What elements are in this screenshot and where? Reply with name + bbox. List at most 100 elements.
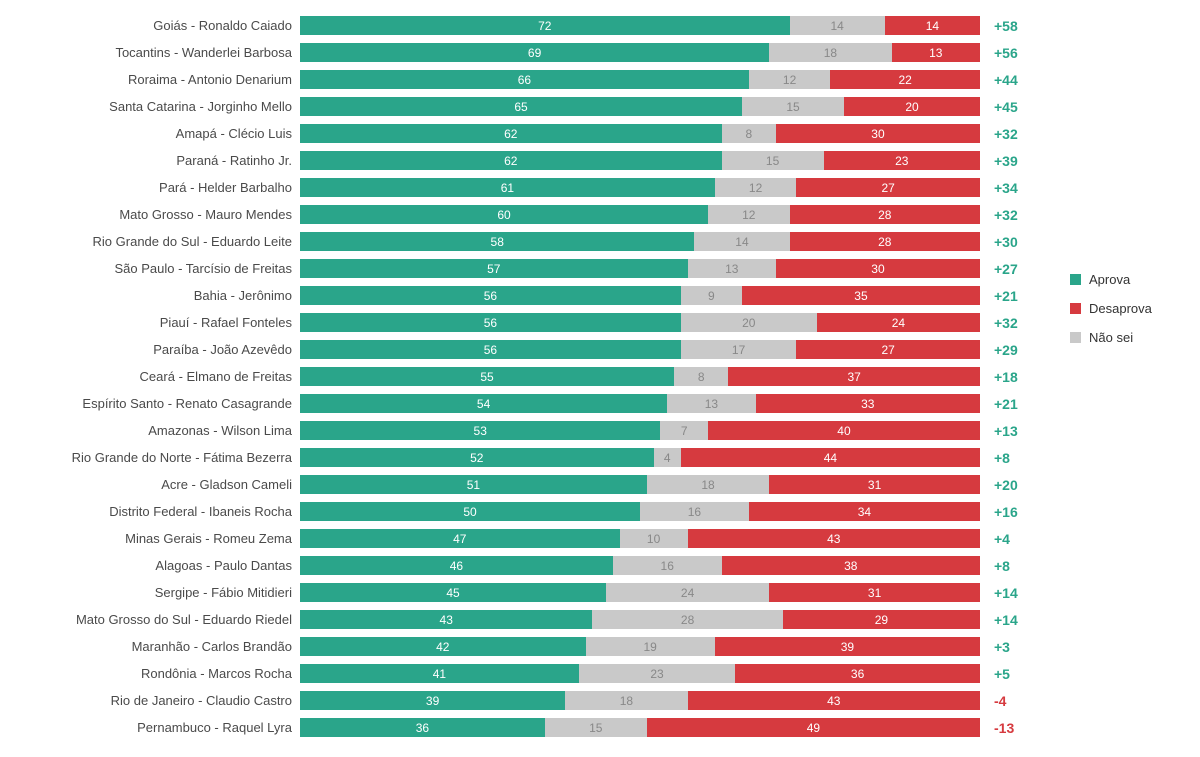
row-diff: +18 (980, 369, 1040, 385)
chart-row: Amapá - Clécio Luis62830+32 (20, 120, 1040, 147)
bar-track: 391843 (300, 691, 980, 710)
bar-segment-desaprova: 27 (796, 340, 980, 359)
row-label: Amapá - Clécio Luis (20, 126, 300, 141)
bar-segment-desaprova: 13 (892, 43, 980, 62)
row-label: Piauí - Rafael Fonteles (20, 315, 300, 330)
bar-segment-desaprova: 33 (756, 394, 980, 413)
bar-segment-aprova: 65 (300, 97, 742, 116)
bar-track: 621523 (300, 151, 980, 170)
row-diff: +13 (980, 423, 1040, 439)
row-diff: +21 (980, 288, 1040, 304)
bar-track: 651520 (300, 97, 980, 116)
row-label: Pará - Helder Barbalho (20, 180, 300, 195)
bar-segment-aprova: 41 (300, 664, 579, 683)
bar-segment-desaprova: 38 (722, 556, 980, 575)
row-diff: +8 (980, 558, 1040, 574)
bar-segment-aprova: 56 (300, 286, 681, 305)
bar-segment-aprova: 55 (300, 367, 674, 386)
row-diff: +3 (980, 639, 1040, 655)
bar-segment-naosei: 13 (688, 259, 776, 278)
bar-segment-naosei: 14 (790, 16, 885, 35)
bar-segment-desaprova: 31 (769, 475, 980, 494)
bar-segment-aprova: 56 (300, 313, 681, 332)
bar-segment-naosei: 19 (586, 637, 715, 656)
bar-track: 361549 (300, 718, 980, 737)
chart-row: Paraíba - João Azevêdo561727+29 (20, 336, 1040, 363)
bar-segment-aprova: 36 (300, 718, 545, 737)
bar-track: 53740 (300, 421, 980, 440)
bar-segment-naosei: 7 (660, 421, 708, 440)
row-diff: +32 (980, 207, 1040, 223)
bar-segment-aprova: 50 (300, 502, 640, 521)
bar-segment-aprova: 53 (300, 421, 660, 440)
chart-row: Pernambuco - Raquel Lyra361549-13 (20, 714, 1040, 741)
bar-segment-desaprova: 28 (790, 232, 980, 251)
row-diff: +14 (980, 585, 1040, 601)
bar-segment-naosei: 28 (592, 610, 782, 629)
chart-row: Acre - Gladson Cameli511831+20 (20, 471, 1040, 498)
chart-rows-container: Goiás - Ronaldo Caiado721414+58Tocantins… (20, 12, 1040, 741)
row-label: Santa Catarina - Jorginho Mello (20, 99, 300, 114)
bar-segment-naosei: 24 (606, 583, 769, 602)
row-diff: +5 (980, 666, 1040, 682)
bar-segment-desaprova: 35 (742, 286, 980, 305)
bar-track: 581428 (300, 232, 980, 251)
chart-row: Mato Grosso - Mauro Mendes601228+32 (20, 201, 1040, 228)
row-label: Rio Grande do Norte - Fátima Bezerra (20, 450, 300, 465)
chart-row: Ceará - Elmano de Freitas55837+18 (20, 363, 1040, 390)
bar-segment-desaprova: 28 (790, 205, 980, 224)
legend-label: Aprova (1089, 272, 1130, 287)
bar-segment-desaprova: 39 (715, 637, 980, 656)
bar-track: 611227 (300, 178, 980, 197)
chart-row: Paraná - Ratinho Jr.621523+39 (20, 147, 1040, 174)
chart-row: Rio de Janeiro - Claudio Castro391843-4 (20, 687, 1040, 714)
bar-segment-naosei: 12 (749, 70, 831, 89)
chart-row: Espírito Santo - Renato Casagrande541333… (20, 390, 1040, 417)
bar-track: 561727 (300, 340, 980, 359)
bar-track: 571330 (300, 259, 980, 278)
row-diff: +39 (980, 153, 1040, 169)
row-label: São Paulo - Tarcísio de Freitas (20, 261, 300, 276)
row-diff: +45 (980, 99, 1040, 115)
bar-segment-naosei: 10 (620, 529, 688, 548)
row-label: Tocantins - Wanderlei Barbosa (20, 45, 300, 60)
legend-item-naosei: Não sei (1070, 330, 1180, 345)
chart-row: Goiás - Ronaldo Caiado721414+58 (20, 12, 1040, 39)
bar-segment-desaprova: 49 (647, 718, 980, 737)
bar-segment-desaprova: 37 (728, 367, 980, 386)
bar-segment-naosei: 15 (742, 97, 844, 116)
bar-segment-aprova: 51 (300, 475, 647, 494)
bar-track: 471043 (300, 529, 980, 548)
bar-segment-naosei: 8 (674, 367, 728, 386)
bar-segment-desaprova: 14 (885, 16, 980, 35)
row-label: Ceará - Elmano de Freitas (20, 369, 300, 384)
bar-track: 511831 (300, 475, 980, 494)
bar-segment-naosei: 8 (722, 124, 776, 143)
row-label: Goiás - Ronaldo Caiado (20, 18, 300, 33)
bar-segment-naosei: 20 (681, 313, 817, 332)
row-diff: +8 (980, 450, 1040, 466)
bar-track: 461638 (300, 556, 980, 575)
row-label: Paraíba - João Azevêdo (20, 342, 300, 357)
bar-track: 421939 (300, 637, 980, 656)
row-label: Rio de Janeiro - Claudio Castro (20, 693, 300, 708)
bar-segment-aprova: 66 (300, 70, 749, 89)
bar-track: 721414 (300, 16, 980, 35)
bar-track: 601228 (300, 205, 980, 224)
bar-segment-aprova: 42 (300, 637, 586, 656)
bar-segment-aprova: 69 (300, 43, 769, 62)
row-diff: +56 (980, 45, 1040, 61)
row-label: Distrito Federal - Ibaneis Rocha (20, 504, 300, 519)
row-label: Rio Grande do Sul - Eduardo Leite (20, 234, 300, 249)
legend-item-aprova: Aprova (1070, 272, 1180, 287)
chart-row: Bahia - Jerônimo56935+21 (20, 282, 1040, 309)
bar-segment-aprova: 61 (300, 178, 715, 197)
chart-row: São Paulo - Tarcísio de Freitas571330+27 (20, 255, 1040, 282)
bar-segment-aprova: 57 (300, 259, 688, 278)
bar-segment-naosei: 14 (694, 232, 789, 251)
bar-segment-desaprova: 20 (844, 97, 980, 116)
row-label: Sergipe - Fábio Mitidieri (20, 585, 300, 600)
bar-segment-naosei: 15 (545, 718, 647, 737)
row-label: Mato Grosso - Mauro Mendes (20, 207, 300, 222)
row-label: Espírito Santo - Renato Casagrande (20, 396, 300, 411)
